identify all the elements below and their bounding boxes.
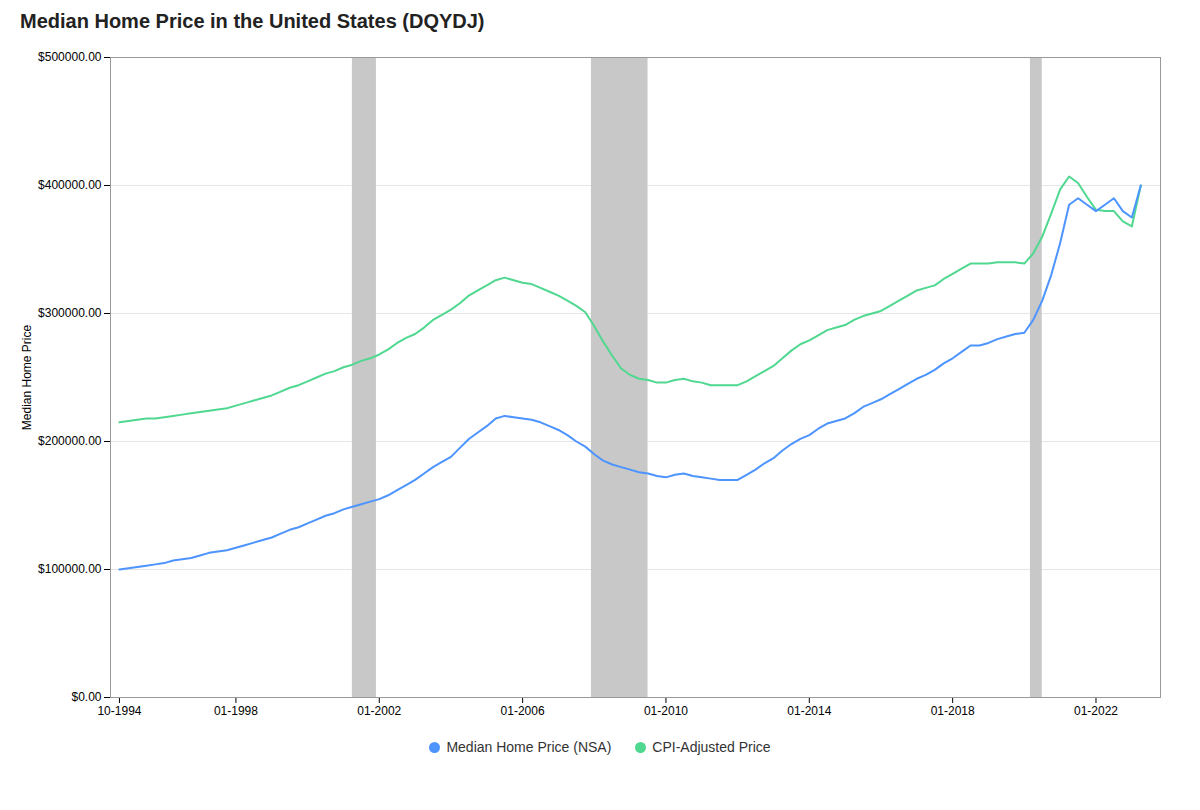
svg-text:01-2022: 01-2022	[1074, 704, 1118, 718]
svg-text:01-2002: 01-2002	[357, 704, 401, 718]
html-text:CPI-Adjusted Price: CPI-Adjusted Price	[652, 739, 771, 755]
svg-text:$500000.00: $500000.00	[38, 50, 102, 64]
svg-text:01-2010: 01-2010	[644, 704, 688, 718]
svg-text:01-2014: 01-2014	[787, 704, 831, 718]
html-text:Median Home Price in the Unite: Median Home Price in the United States (…	[20, 10, 485, 32]
svg-text:01-2006: 01-2006	[501, 704, 545, 718]
svg-text:$200000.00: $200000.00	[38, 434, 102, 448]
html-text:Median Home Price (NSA): Median Home Price (NSA)	[446, 739, 612, 755]
svg-text:10-1994: 10-1994	[97, 704, 141, 718]
svg-text:01-1998: 01-1998	[214, 704, 258, 718]
svg-text:$300000.00: $300000.00	[38, 306, 102, 320]
svg-text:$100000.00: $100000.00	[38, 562, 102, 576]
svg-text:$400000.00: $400000.00	[38, 178, 102, 192]
svg-text:Median Home Price: Median Home Price	[20, 324, 34, 430]
svg-text:$0.00: $0.00	[71, 690, 101, 704]
svg-text:01-2018: 01-2018	[931, 704, 975, 718]
